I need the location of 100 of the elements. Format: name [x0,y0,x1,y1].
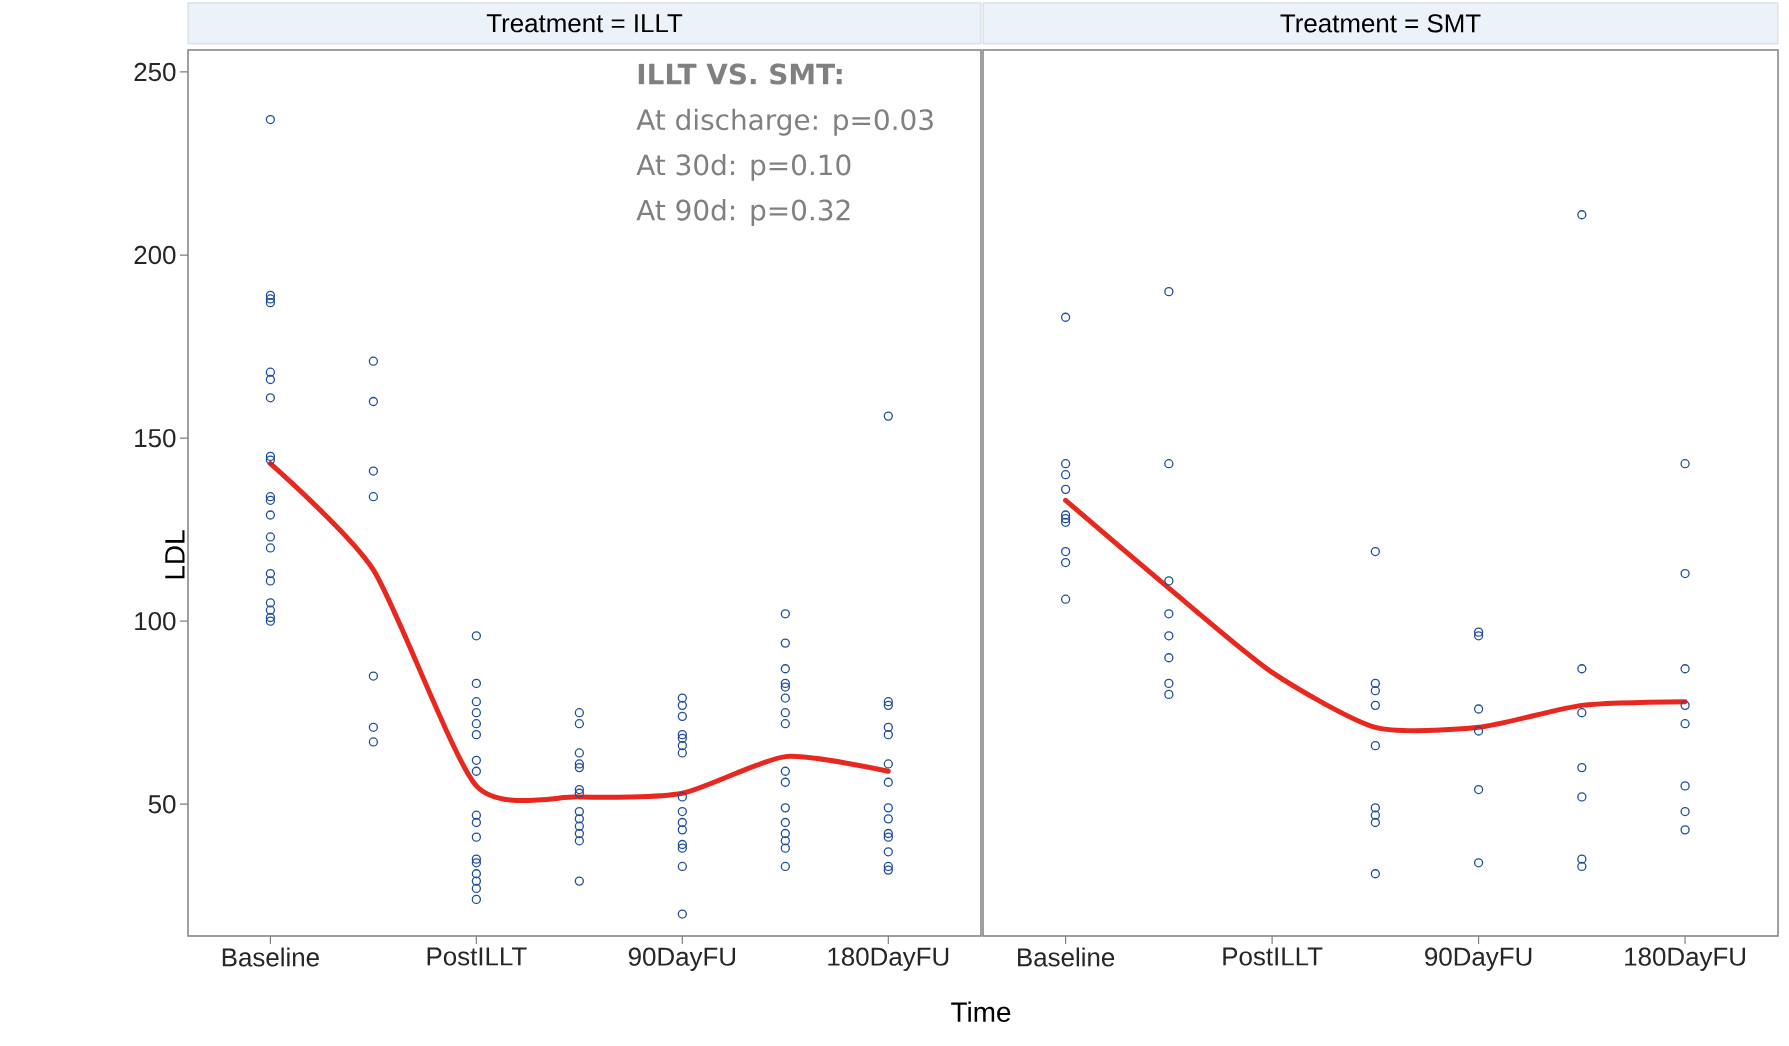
x-tick-label: PostILLT [427,947,527,966]
point [471,766,482,776]
point [1060,546,1071,557]
point [1680,806,1690,817]
x-tick-label: 90DayFU [1425,947,1532,971]
point [368,671,379,681]
point [677,839,687,850]
point [780,609,790,619]
point [1473,631,1484,641]
point [471,817,482,828]
point [780,777,790,787]
point [780,766,790,776]
point [1370,803,1380,813]
point [1680,719,1690,729]
point [265,598,276,608]
point [265,568,276,579]
point [883,861,893,872]
point [471,869,482,879]
point [1473,858,1484,868]
point [574,814,584,824]
point [471,708,482,718]
annotation: At discharge: p=0.03 [636,108,933,136]
chart-title: Treatment = ILLT [486,14,683,33]
point [1060,470,1071,480]
point [265,576,276,586]
y-tick-label: 250 [134,62,176,82]
point [677,861,687,872]
point [1473,627,1484,637]
point [574,708,584,718]
chart-title: Treatment = SMT [1280,14,1481,33]
point [1370,869,1380,879]
point [1680,825,1690,835]
point [677,740,687,751]
point [1577,210,1587,220]
point [574,788,584,798]
point [471,810,482,820]
point [780,817,790,828]
point [1473,784,1484,795]
point [780,638,790,648]
point [471,730,482,740]
point [265,297,276,308]
point [265,294,276,304]
x-tick-label: 180DayFU [828,947,949,971]
point [883,722,893,732]
point [574,762,584,773]
point [574,719,584,729]
x-tick-label: Baseline [1018,947,1115,967]
point [574,828,584,839]
y-tick-label: 150 [135,428,176,448]
point [471,678,482,689]
point [574,836,584,846]
point [1164,286,1174,297]
point [574,821,584,831]
point [265,612,276,623]
point [471,854,482,864]
point [780,836,790,846]
point [368,466,379,476]
point [677,825,687,835]
point [471,631,482,641]
y-axis-title: LDL [165,530,185,579]
point [677,748,687,758]
point [1577,792,1587,802]
point [265,393,276,403]
point [574,806,584,817]
point [677,806,687,817]
point [471,755,482,765]
point [677,711,687,721]
point [1370,817,1380,828]
point [265,543,276,553]
point [780,803,790,813]
point [1577,854,1587,864]
point [265,374,276,385]
point [883,832,893,842]
point [677,909,687,919]
annotation: At 90d: p=0.32 [636,199,850,227]
point [1164,689,1174,700]
point [574,748,584,758]
point [1577,762,1587,773]
point [368,722,379,732]
point [883,777,893,787]
point [265,367,276,377]
point [1370,810,1380,820]
point [1680,781,1690,791]
point [780,843,790,853]
point [368,356,379,366]
point [883,730,893,740]
point [883,759,893,769]
annotation: ILLT VS. SMT: [638,63,842,85]
point [677,693,687,703]
x-axis-title: Time [951,1001,1011,1023]
point [1473,726,1484,736]
point [265,290,276,300]
point [1370,686,1380,696]
y-tick-label: 100 [135,611,176,631]
y-tick-label: 50 [148,795,176,814]
point [1680,459,1690,469]
point [1577,861,1587,872]
point [1370,740,1380,751]
point [883,814,893,824]
point [1164,459,1174,469]
